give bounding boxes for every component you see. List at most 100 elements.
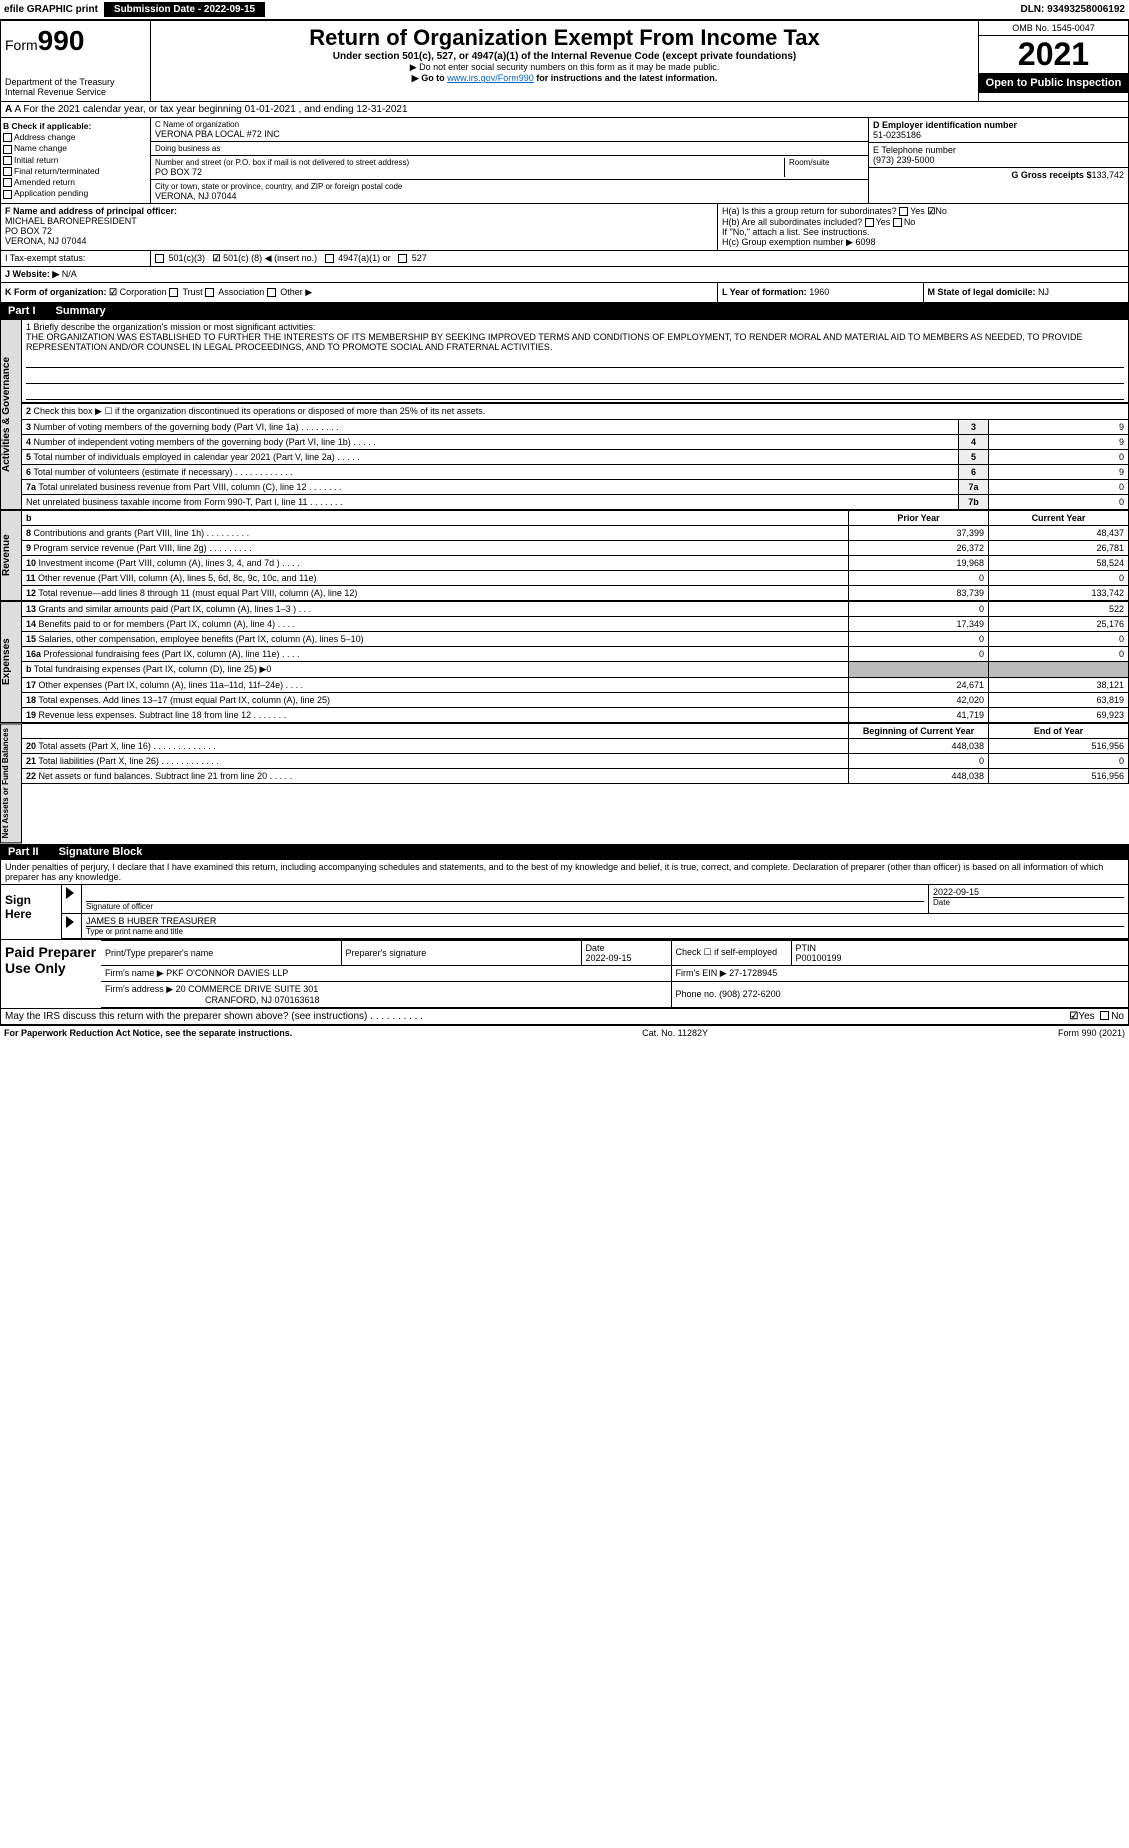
website-label: J Website: ▶	[5, 269, 59, 279]
sig-name: JAMES B HUBER TREASURER	[86, 916, 1124, 926]
irs-label: Internal Revenue Service	[5, 87, 146, 97]
chk-name-change[interactable]	[3, 145, 12, 154]
summary-exp: Expenses 13 Grants and similar amounts p…	[0, 601, 1129, 723]
part2-title: Signature Block	[59, 846, 143, 858]
ein-label: D Employer identification number	[873, 120, 1017, 130]
column-b: B Check if applicable: Address change Na…	[1, 118, 151, 203]
501c-pre: 501(c) (	[223, 253, 254, 263]
officer-label: F Name and address of principal officer:	[5, 206, 177, 216]
lbl-initial-return: Initial return	[14, 155, 58, 165]
state-domicile-label: M State of legal domicile:	[928, 287, 1036, 297]
hb-label: H(b) Are all subordinates included?	[722, 217, 862, 227]
discuss-yes: Yes	[1078, 1011, 1094, 1022]
firm-name-label: Firm's name ▶	[105, 968, 164, 978]
street-address: PO BOX 72	[155, 167, 784, 177]
part1-title: Summary	[56, 305, 106, 317]
main-info-block: B Check if applicable: Address change Na…	[0, 118, 1129, 204]
officer-addr2: VERONA, NJ 07044	[5, 236, 713, 246]
blank-line	[26, 354, 1124, 368]
lbl-527: 527	[412, 253, 427, 263]
lbl-other: Other ▶	[280, 287, 312, 297]
lbl-corp: Corporation	[120, 287, 167, 297]
discuss-no-chk[interactable]	[1100, 1011, 1109, 1020]
group-return-block: H(a) Is this a group return for subordin…	[718, 204, 1128, 250]
chk-4947[interactable]	[325, 254, 334, 263]
hb-no-lbl: No	[904, 217, 916, 227]
form-header: Form990 Department of the Treasury Inter…	[0, 20, 1129, 102]
chk-app-pending[interactable]	[3, 190, 12, 199]
ha-label: H(a) Is this a group return for subordin…	[722, 206, 897, 216]
officer-name: MICHAEL BARONEPRESIDENT	[5, 216, 713, 226]
chk-501c3[interactable]	[155, 254, 164, 263]
tax-exempt-label: I Tax-exempt status:	[1, 251, 151, 266]
firm-addr1: 20 COMMERCE DRIVE SUITE 301	[176, 984, 319, 994]
city-value: VERONA, NJ 07044	[155, 191, 864, 201]
preparer-sig-label: Preparer's signature	[341, 940, 581, 965]
ein-value: 51-0235186	[873, 130, 1124, 140]
hb-no[interactable]	[893, 218, 902, 227]
chk-final-return[interactable]	[3, 167, 12, 176]
check-icon: ☑	[213, 253, 221, 263]
header-left: Form990 Department of the Treasury Inter…	[1, 21, 151, 101]
chk-initial-return[interactable]	[3, 156, 12, 165]
form-of-org: K Form of organization: ☑ Corporation Tr…	[1, 283, 718, 302]
lbl-4947: 4947(a)(1) or	[338, 253, 391, 263]
room-suite-label: Room/suite	[784, 158, 864, 177]
phone-label: E Telephone number	[873, 145, 1124, 155]
summary-rev: Revenue bPrior YearCurrent Year8 Contrib…	[0, 510, 1129, 601]
omb-number: OMB No. 1545-0047	[979, 21, 1128, 36]
vtab-activities: Activities & Governance	[0, 319, 22, 510]
principal-officer: F Name and address of principal officer:…	[1, 204, 718, 250]
ha-yes[interactable]	[899, 207, 908, 216]
summary-ag: Activities & Governance 1 Briefly descri…	[0, 319, 1129, 510]
firm-ein: 27-1728945	[729, 968, 777, 978]
hb-yes[interactable]	[865, 218, 874, 227]
chk-trust[interactable]	[169, 288, 178, 297]
org-name: VERONA PBA LOCAL #72 INC	[155, 129, 864, 139]
ha-yes-lbl: Yes	[910, 206, 925, 216]
col-b-header: B Check if applicable:	[3, 121, 91, 131]
gross-receipts-value: 133,742	[1091, 170, 1124, 180]
summary-na: Net Assets or Fund Balances Beginning of…	[0, 723, 1129, 843]
blank-line	[26, 386, 1124, 400]
lbl-assoc: Association	[218, 287, 264, 297]
chk-address-change[interactable]	[3, 133, 12, 142]
exp-table: 13 Grants and similar amounts paid (Part…	[22, 601, 1129, 723]
efile-graphic: efile GRAPHIC print	[4, 4, 98, 15]
signature-block: Under penalties of perjury, I declare th…	[0, 860, 1129, 940]
lbl-501c3: 501(c)(3)	[169, 253, 206, 263]
firm-phone: (908) 272-6200	[719, 989, 781, 999]
mission-text: THE ORGANIZATION WAS ESTABLISHED TO FURT…	[26, 332, 1124, 352]
arrow-icon	[66, 916, 74, 928]
discuss-no: No	[1111, 1011, 1124, 1022]
lbl-amended: Amended return	[14, 177, 75, 187]
firm-addr2: CRANFORD, NJ 070163618	[205, 995, 320, 1005]
mission-block: 1 Briefly describe the organization's mi…	[22, 319, 1129, 403]
sig-name-label: Type or print name and title	[86, 926, 1124, 936]
row-i: I Tax-exempt status: 501(c)(3) ☑ 501(c) …	[0, 251, 1129, 267]
goto-prefix: ▶ Go to	[412, 73, 447, 83]
subtitle-1: Under section 501(c), 527, or 4947(a)(1)…	[155, 51, 974, 62]
firm-ein-label: Firm's EIN ▶	[676, 968, 727, 978]
paperwork-notice: For Paperwork Reduction Act Notice, see …	[4, 1028, 292, 1038]
gross-receipts-label: G Gross receipts $	[1011, 170, 1091, 180]
officer-addr1: PO BOX 72	[5, 226, 713, 236]
goto-suffix: for instructions and the latest informat…	[534, 73, 718, 83]
vtab-revenue: Revenue	[0, 510, 22, 601]
subtitle-2: ▶ Do not enter social security numbers o…	[155, 62, 974, 73]
row-fh: F Name and address of principal officer:…	[0, 204, 1129, 251]
chk-527[interactable]	[398, 254, 407, 263]
lbl-address-change: Address change	[14, 132, 75, 142]
hc-label: H(c) Group exemption number ▶	[722, 237, 853, 247]
preparer-name-label: Print/Type preparer's name	[101, 940, 341, 965]
website-value: N/A	[62, 269, 77, 279]
firm-addr-label: Firm's address ▶	[105, 984, 173, 994]
irs-link[interactable]: www.irs.gov/Form990	[447, 73, 534, 83]
blank-line	[26, 370, 1124, 384]
chk-other[interactable]	[267, 288, 276, 297]
dba-label: Doing business as	[155, 144, 864, 153]
form-prefix: Form	[5, 37, 38, 53]
chk-assoc[interactable]	[205, 288, 214, 297]
year-formation-label: L Year of formation:	[722, 287, 807, 297]
chk-amended[interactable]	[3, 178, 12, 187]
